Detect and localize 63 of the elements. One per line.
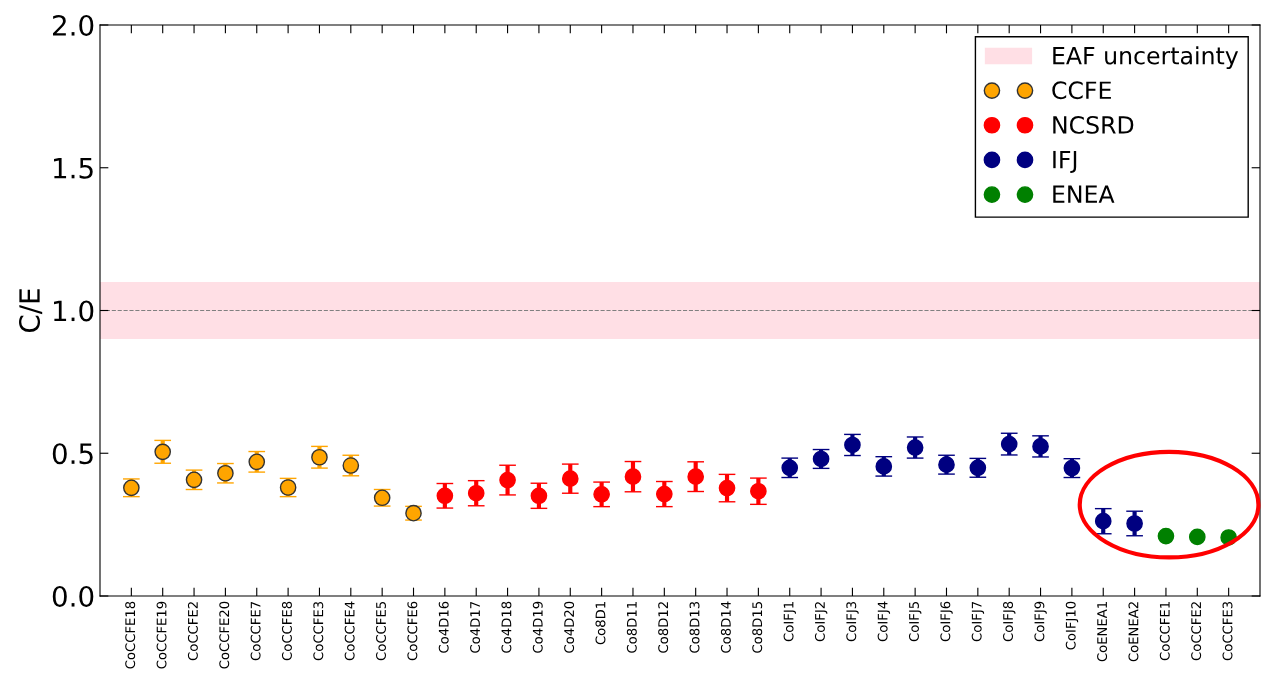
x-tick-label: Co4D20: [564, 601, 575, 653]
x-tick-label: CoCCFE3: [1222, 601, 1233, 661]
point: [1188, 528, 1206, 546]
legend-label: IFJ: [1053, 150, 1077, 173]
x-tick-label: CoIFJ10: [1065, 601, 1079, 650]
x-tick-label: Co4D19: [532, 601, 543, 653]
y-tick-label: 1.5: [54, 158, 93, 179]
legend-label: ENEA: [1053, 185, 1115, 203]
x-tick-label: Co8D11: [626, 602, 637, 653]
x-tick-label: CoIFJ8: [1003, 601, 1016, 642]
x-tick-label: Co4D17: [470, 601, 481, 653]
x-tick-label: CoCCFE1: [1159, 602, 1170, 661]
point: [1094, 512, 1112, 530]
x-tick-label: Co8D15: [752, 602, 763, 653]
x-tick-label: CoIFJ9: [1034, 601, 1047, 642]
point: [499, 471, 516, 489]
x-tick-label: CoCCFE20: [219, 601, 230, 669]
x-tick-label: CoIFJ5: [908, 602, 922, 642]
legend-label: NCSRD: [1053, 115, 1134, 134]
x-tick-label: CoCCFE2: [1191, 602, 1202, 661]
x-tick-label: Co4D18: [501, 601, 512, 653]
point: [687, 468, 705, 485]
x-tick-label: Co8D13: [689, 601, 700, 653]
y-tick-label: 0.0: [52, 585, 94, 607]
point: [718, 479, 736, 497]
x-tick-label: Co8D12: [658, 602, 669, 653]
x-tick-label: CoCCFE6: [407, 601, 418, 661]
x-tick-label: Co8D14: [720, 601, 731, 653]
y-tick-label: 0.5: [52, 443, 93, 465]
point: [593, 486, 610, 503]
y-tick-label: 1.0: [54, 300, 94, 322]
point: [436, 487, 454, 505]
x-tick-label: CoCCFE8: [281, 601, 292, 661]
x-tick-label: CoCCFE5: [376, 602, 386, 661]
x-tick-label: CoCCFE7: [250, 601, 261, 661]
point: [1126, 515, 1143, 532]
x-tick-label: CoIFJ2: [814, 602, 828, 642]
x-tick-label: CoIFJ6: [940, 601, 953, 642]
x-tick-label: CoIFJ3: [846, 601, 859, 642]
x-tick-label: CoCCFE19: [156, 601, 167, 669]
point: [154, 443, 172, 461]
legend-label: EAF uncertainty: [1053, 46, 1239, 70]
x-tick-label: CoCCFE3: [313, 601, 324, 661]
point: [750, 482, 767, 500]
x-tick-label: Co8D1: [595, 602, 606, 645]
x-tick-label: CoENEA2: [1128, 602, 1139, 662]
x-tick-label: CoIFJ7: [971, 601, 985, 642]
x-tick-label: Co4D16: [438, 601, 449, 653]
x-tick-label: CoCCFE2: [187, 602, 198, 661]
point: [624, 468, 642, 485]
y-tick-label: 2.0: [53, 14, 94, 36]
x-tick-label: CoIFJ4: [877, 601, 891, 642]
point: [467, 484, 485, 502]
legend-label: CCFE: [1052, 81, 1111, 100]
point: [655, 485, 673, 503]
x-tick-label: CoENEA1: [1097, 602, 1108, 662]
y-axis-title: C/E: [19, 289, 43, 333]
point: [530, 487, 548, 505]
x-tick-label: CoCCFE4: [344, 601, 355, 661]
point: [1157, 527, 1175, 545]
x-tick-label: CoIFJ1: [783, 602, 797, 642]
point: [561, 470, 579, 487]
x-tick-label: CoCCFE18: [125, 601, 136, 669]
